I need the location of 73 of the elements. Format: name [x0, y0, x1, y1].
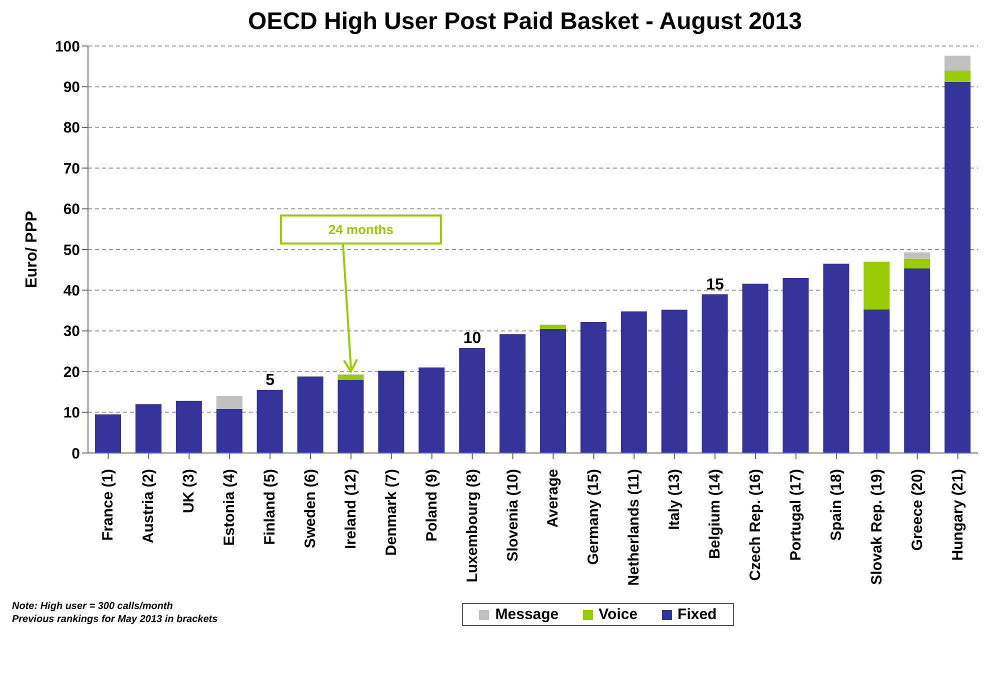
- bar: [702, 294, 728, 453]
- x-tick-label: Finland (5): [262, 468, 279, 545]
- x-tick-label: Spain (18): [828, 469, 845, 541]
- bar: [823, 264, 850, 453]
- x-tick-label: Luxembourg (8): [464, 469, 481, 582]
- chart-title: OECD High User Post Paid Basket - August 2013: [247, 8, 803, 36]
- y-tick-label: 50: [63, 242, 80, 259]
- bar: [904, 258, 930, 268]
- x-tick-label: UK (3): [180, 469, 198, 514]
- text: Note: High user = 300 calls/month: [12, 600, 174, 613]
- bar: [418, 368, 445, 453]
- x-tick-label: Estonia (4): [221, 469, 238, 546]
- y-tick-label: 60: [63, 201, 80, 218]
- y-tick-label: 40: [63, 282, 80, 300]
- bar: [297, 376, 324, 453]
- y-axis-title: Euro/ PPP: [24, 210, 41, 288]
- bar: [742, 284, 768, 453]
- bar: [944, 70, 971, 82]
- bar: [944, 56, 971, 70]
- y-tick-label: 100: [54, 38, 80, 56]
- y-tick-label: 0: [72, 445, 80, 462]
- x-tick-label: Sweden (6): [302, 469, 319, 548]
- bar: [864, 262, 890, 310]
- bar: [904, 252, 930, 259]
- x-tick-label: Italy (13): [666, 469, 684, 530]
- x-tick-label: Poland (9): [423, 469, 440, 542]
- bar: [256, 390, 283, 453]
- x-tick-label: Slovenia (10): [504, 469, 522, 562]
- bar: [176, 400, 202, 453]
- x-tick-label: Hungary (21): [949, 469, 966, 561]
- x-tick-label: Slovak Rep. (19): [868, 469, 886, 585]
- bar: [580, 322, 606, 453]
- text: Previous rankings for May 2013 in brackets: [12, 613, 218, 626]
- bar: [459, 348, 486, 453]
- x-tick-label: Germany (15): [585, 468, 602, 565]
- x-tick-label: Netherlands (11): [626, 469, 643, 586]
- x-tick-label: France (1): [100, 469, 117, 541]
- bar: [944, 82, 971, 453]
- bar: [904, 268, 930, 453]
- x-tick-label: Austria (2): [140, 469, 158, 544]
- x-tick-label: Czech Rep. (16): [747, 469, 764, 581]
- x-tick-label: Ireland (12): [342, 469, 360, 550]
- bar: [620, 311, 647, 453]
- legend-label: Message: [494, 606, 559, 623]
- annotation: 10: [463, 330, 482, 347]
- legend-label: Voice: [598, 606, 638, 623]
- bar: [540, 324, 566, 329]
- bar: [864, 309, 890, 453]
- bar: [661, 310, 688, 453]
- x-tick-label: Average: [544, 469, 562, 528]
- bar: [95, 414, 121, 453]
- bar: [540, 328, 566, 453]
- y-tick-label: 30: [63, 323, 80, 340]
- bar: [216, 396, 242, 410]
- y-tick-label: 70: [63, 160, 80, 178]
- annotation: 24 months: [328, 222, 394, 237]
- annotation: 5: [266, 372, 275, 389]
- y-tick-label: 90: [63, 79, 80, 96]
- annotation: 15: [706, 276, 724, 294]
- y-tick-label: 20: [63, 364, 80, 381]
- bar: [338, 380, 364, 453]
- bar: [378, 370, 404, 453]
- bar: [135, 404, 162, 453]
- x-tick-label: Belgium (14): [706, 468, 724, 560]
- y-tick-label: 10: [63, 404, 80, 422]
- x-tick-label: Denmark (7): [382, 469, 400, 556]
- x-tick-label: Greece (20): [908, 469, 926, 551]
- bar: [782, 278, 809, 453]
- bar: [500, 334, 526, 453]
- bar: [216, 409, 242, 453]
- x-tick-label: Portugal (17): [787, 469, 804, 561]
- legend-label: Fixed: [676, 606, 717, 623]
- y-tick-label: 80: [63, 120, 80, 137]
